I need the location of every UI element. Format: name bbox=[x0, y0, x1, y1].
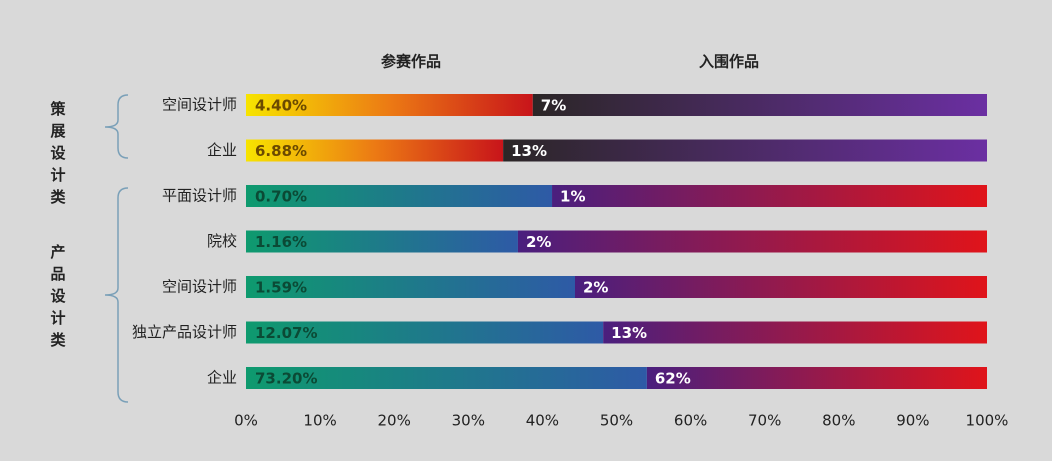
bar-segment bbox=[552, 185, 987, 207]
x-tick-label: 80% bbox=[822, 412, 855, 430]
value-label: 73.20% bbox=[255, 370, 317, 388]
category-label: 院校 bbox=[207, 232, 237, 250]
bar-segment bbox=[646, 367, 987, 389]
bar-segment bbox=[246, 139, 504, 162]
group-bracket bbox=[104, 187, 129, 403]
category-label: 企业 bbox=[207, 141, 237, 159]
bar-segment bbox=[246, 230, 518, 253]
x-tick-label: 30% bbox=[452, 412, 485, 430]
x-tick-label: 10% bbox=[303, 412, 336, 430]
bar-segment bbox=[575, 276, 987, 298]
value-label: 6.88% bbox=[255, 142, 307, 160]
x-tick-label: 70% bbox=[748, 412, 781, 430]
bar-segment bbox=[246, 321, 604, 344]
category-label: 独立产品设计师 bbox=[132, 323, 237, 341]
x-tick-label: 20% bbox=[378, 412, 411, 430]
category-label: 企业 bbox=[207, 369, 237, 387]
bar-segment bbox=[246, 94, 533, 116]
bar-segment bbox=[603, 321, 987, 344]
value-label: 1% bbox=[560, 188, 585, 206]
x-tick-label: 100% bbox=[966, 412, 1009, 430]
series-header: 参赛作品 bbox=[381, 53, 441, 71]
bar-segment bbox=[532, 94, 987, 116]
bar-segment bbox=[246, 367, 647, 389]
x-tick-label: 60% bbox=[674, 412, 707, 430]
bar-segment bbox=[503, 139, 987, 162]
series-header: 入围作品 bbox=[699, 53, 759, 71]
bar-segment bbox=[246, 185, 553, 207]
value-label: 13% bbox=[611, 324, 647, 342]
group-label: 策展设计类 bbox=[49, 100, 66, 206]
value-label: 13% bbox=[511, 142, 547, 160]
group-label: 产品设计类 bbox=[50, 243, 66, 349]
value-label: 2% bbox=[583, 279, 608, 297]
category-label: 空间设计师 bbox=[162, 278, 237, 296]
x-tick-label: 50% bbox=[600, 412, 633, 430]
x-tick-label: 40% bbox=[526, 412, 559, 430]
value-label: 62% bbox=[655, 370, 691, 388]
group-bracket bbox=[104, 94, 129, 159]
category-label: 平面设计师 bbox=[162, 187, 237, 205]
value-label: 4.40% bbox=[255, 97, 307, 115]
value-label: 12.07% bbox=[255, 324, 317, 342]
value-label: 1.59% bbox=[255, 279, 307, 297]
x-tick-label: 90% bbox=[896, 412, 929, 430]
value-label: 2% bbox=[526, 233, 551, 251]
category-label: 空间设计师 bbox=[162, 96, 237, 114]
bar-segment bbox=[517, 230, 987, 253]
x-tick-label: 0% bbox=[234, 412, 258, 430]
value-label: 1.16% bbox=[255, 233, 307, 251]
value-label: 0.70% bbox=[255, 188, 307, 206]
value-label: 7% bbox=[541, 97, 566, 115]
bar-segment bbox=[246, 276, 576, 298]
